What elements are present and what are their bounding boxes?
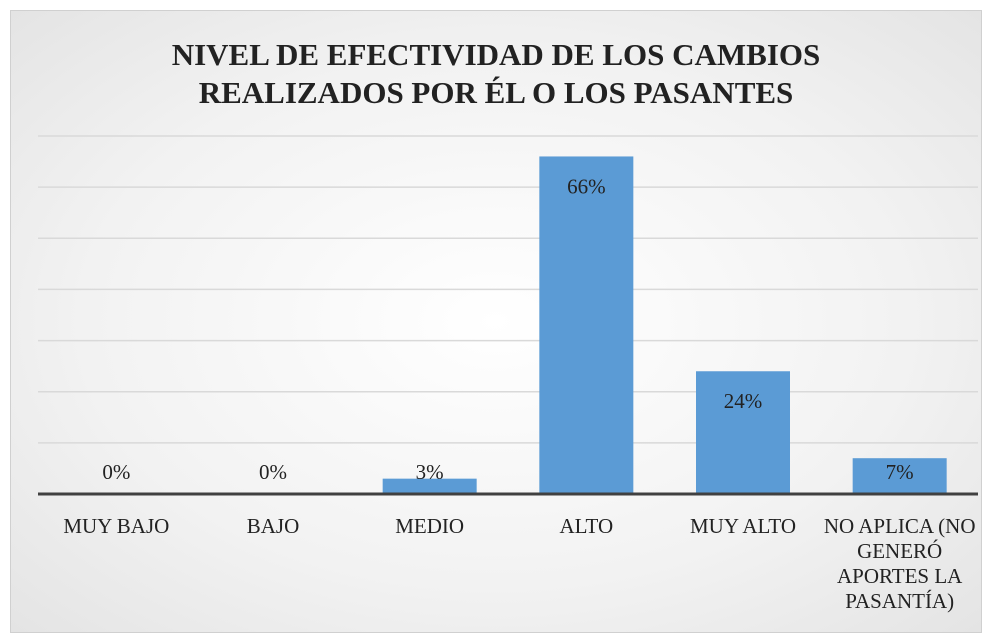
value-label: 7% [886, 460, 914, 484]
value-label: 0% [102, 460, 130, 484]
chart-area [10, 10, 982, 633]
x-tick-label: MUY BAJO [63, 514, 170, 538]
bar [696, 371, 790, 494]
bar [382, 478, 477, 494]
x-tick-label: MUY ALTO [690, 514, 796, 538]
x-tick-label: MEDIO [395, 514, 465, 538]
x-tick-label: BAJO [246, 514, 300, 538]
bar [852, 458, 947, 494]
value-label: 66% [567, 174, 606, 198]
value-label: 24% [724, 389, 763, 413]
x-tick-label: ALTO [559, 514, 614, 538]
chart-title: NIVEL DE EFECTIVIDAD DE LOS CAMBIOS REAL… [171, 37, 821, 110]
value-label: 0% [259, 460, 287, 484]
x-tick-label: NO APLICA (NO GENERÓ APORTES LA PASANTÍA… [823, 514, 976, 613]
bar [539, 156, 634, 494]
value-label: 3% [416, 460, 444, 484]
